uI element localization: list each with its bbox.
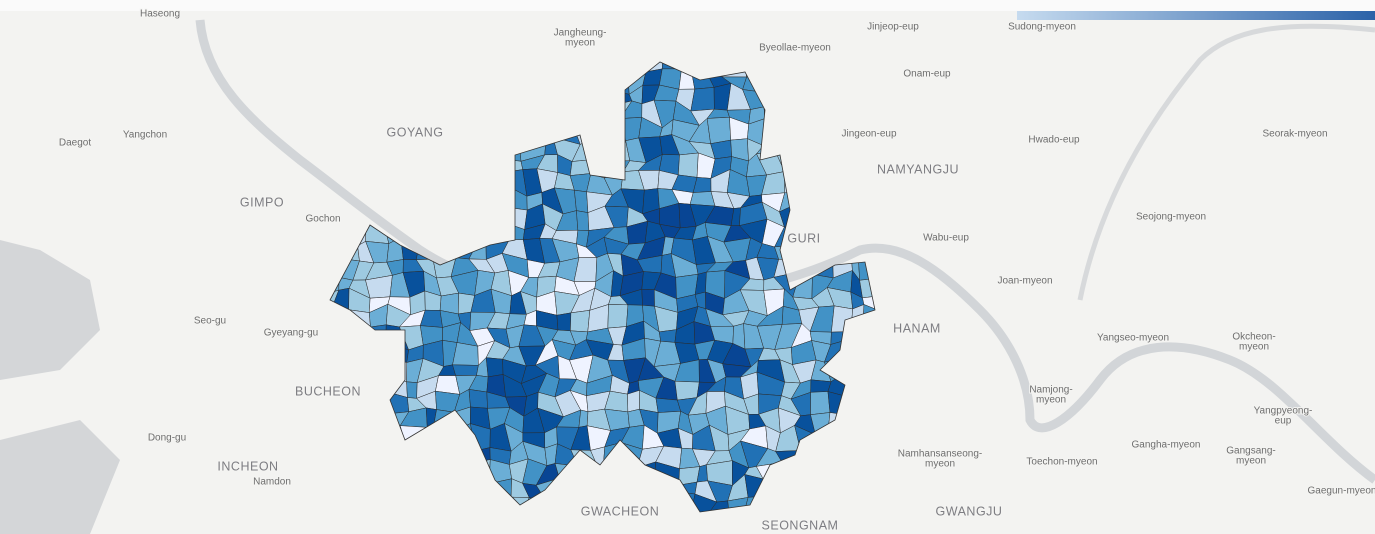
district (452, 364, 479, 376)
district (678, 152, 699, 178)
district (468, 389, 488, 409)
colorbar (1017, 11, 1375, 20)
district (570, 310, 591, 333)
district (627, 390, 640, 413)
district (862, 295, 875, 311)
place-label: Yangseo-myeon (1097, 333, 1169, 344)
place-label: Gyeyang-gu (264, 328, 318, 339)
place-label: HANAM (893, 321, 941, 335)
place-label: Dong-gu (148, 433, 186, 444)
place-label: GURI (787, 231, 820, 245)
place-label: Sudong-myeon (1008, 22, 1076, 33)
place-label: NAMYANGJU (877, 162, 959, 176)
river (195, 19, 1375, 484)
place-label: Namjong- (1029, 385, 1072, 396)
place-label: myeon (1236, 456, 1266, 467)
place-label: eup (1275, 416, 1292, 427)
place-label: Wabu-eup (923, 233, 969, 244)
place-label: GWANGJU (936, 504, 1003, 518)
river (1077, 23, 1375, 301)
district (658, 329, 677, 343)
place-label: Joan-myeon (997, 276, 1052, 287)
place-label: BUCHEON (295, 384, 361, 398)
place-label: Byeollae-myeon (759, 43, 831, 54)
label-layer: Haseong Jangheung-myeon Byeollae-myeon Jinj… (58, 8, 1375, 534)
place-label: Toechon-myeon (1026, 457, 1097, 468)
district (689, 191, 716, 207)
place-label: Jingeon-eup (841, 129, 896, 140)
place-label: Seojong-myeon (1136, 212, 1206, 223)
place-label: Seorak-myeon (1262, 129, 1327, 140)
place-label: Hwado-eup (1028, 135, 1080, 146)
district (576, 210, 590, 231)
place-label: myeon (925, 459, 955, 470)
place-label: GWACHEON (581, 504, 660, 518)
district (810, 391, 831, 415)
district (690, 87, 715, 112)
district (406, 381, 418, 399)
district (706, 116, 731, 144)
place-label: myeon (565, 38, 595, 49)
place-label: myeon (1239, 342, 1269, 353)
district (452, 342, 479, 366)
place-label: Namdon (253, 477, 291, 488)
district (578, 409, 589, 428)
place-label: Okcheon- (1232, 332, 1275, 343)
district (674, 380, 700, 401)
place-label: GIMPO (240, 195, 284, 209)
place-label: Gaegun-myeon (1308, 486, 1375, 497)
district (607, 304, 629, 329)
place-label: Jangheung- (554, 28, 607, 39)
district (574, 189, 589, 213)
place-label: Gangha-myeon (1132, 440, 1201, 451)
place-label: Daegot (59, 138, 91, 149)
place-label: Onam-eup (903, 69, 951, 80)
place-label: Jinjeop-eup (867, 22, 919, 33)
place-label: Namhansanseong- (898, 449, 983, 460)
district (655, 397, 681, 413)
place-label: Yangpyeong- (1254, 406, 1313, 417)
place-label: Gangsang- (1226, 446, 1275, 457)
place-label: Haseong (140, 9, 180, 20)
place-label: INCHEON (217, 459, 278, 473)
place-label: GOYANG (387, 125, 444, 139)
district (641, 288, 655, 307)
place-label: Seo-gu (194, 316, 226, 327)
top-strip (0, 0, 1375, 11)
place-label: Yangchon (123, 130, 167, 141)
sea (0, 240, 120, 534)
place-label: SEONGNAM (762, 518, 839, 532)
place-label: myeon (1036, 395, 1066, 406)
district (556, 312, 572, 332)
district (485, 357, 504, 378)
place-label: Gochon (305, 214, 340, 225)
